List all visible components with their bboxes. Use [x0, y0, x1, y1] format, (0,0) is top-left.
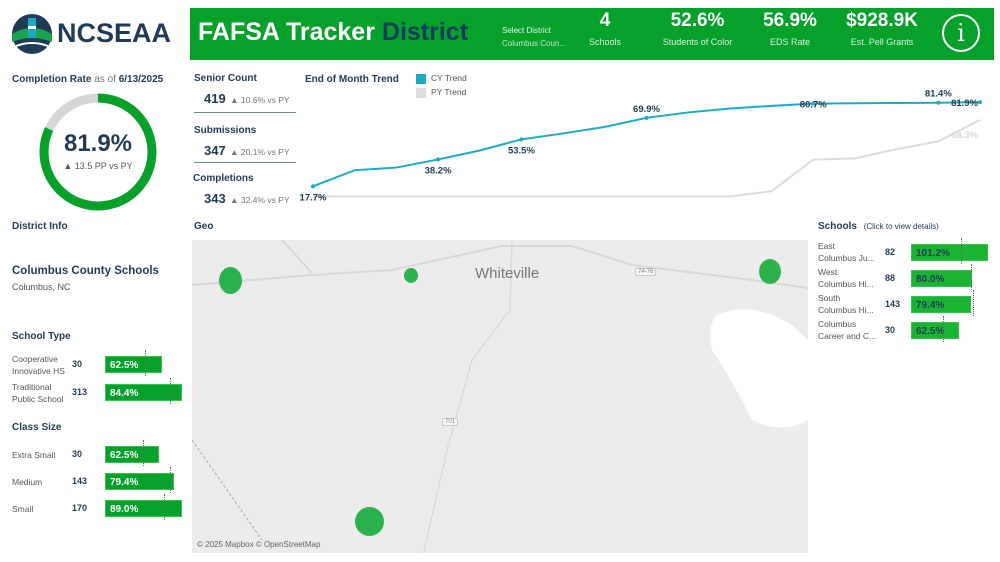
select-label: Select District [502, 26, 551, 35]
row-count: 313 [72, 387, 88, 397]
trend-point[interactable] [978, 100, 982, 105]
geo-map[interactable]: Whiteville 74-76 701 © 2025 Mapbox © Ope… [192, 240, 808, 553]
page-title: FAFSA Tracker District [198, 18, 469, 46]
geo-title: Geo [194, 221, 214, 232]
school-type-title: School Type [12, 331, 71, 342]
school-count: 30 [885, 325, 896, 335]
trend-legend: CY Trend PY Trend [416, 71, 467, 99]
completion-title: Completion Rate as of 6/13/2025 [12, 74, 164, 85]
py-reference-line [142, 440, 144, 466]
schools-title: Schools (Click to view details) [818, 221, 939, 232]
district-info-title: District Info [12, 221, 68, 232]
trend-point[interactable] [311, 184, 315, 189]
info-icon[interactable]: i [942, 14, 980, 52]
road-shield-701: 701 [442, 418, 459, 426]
trend-point[interactable] [936, 100, 941, 105]
district-name: Columbus County Schools [12, 265, 159, 277]
trend-point[interactable] [436, 157, 441, 162]
lighthouse-logo-icon [12, 14, 52, 54]
trend-data-label: 53.5% [508, 145, 535, 156]
map-attribution: © 2025 Mapbox © OpenStreetMap [197, 540, 321, 549]
py-trend-line [313, 119, 981, 198]
lake [710, 309, 808, 428]
school-label[interactable]: Columbus Career and C... [818, 319, 877, 341]
py-reference-line [971, 264, 973, 290]
stat-submissions: Submissions 347 ▲ 20.1% vs PY [194, 125, 296, 163]
school-marker[interactable] [404, 268, 418, 283]
completion-change: ▲ 13.5 PP vs PY [63, 161, 133, 171]
stat-completions: Completions 343 ▲ 32.4% vs PY [193, 173, 290, 206]
school-marker[interactable] [355, 507, 384, 536]
trend-title: End of Month Trend [305, 74, 399, 85]
row-label: Medium [12, 477, 43, 487]
trend-point[interactable] [644, 115, 649, 120]
py-reference-line [973, 290, 974, 316]
kpi-eds-rate: 56.9% EDS Rate [763, 10, 817, 47]
row-label: Cooperative Innovative HS [12, 354, 65, 376]
completion-bar[interactable]: 79.4% [105, 473, 174, 490]
trend-data-label: 68.3% [951, 130, 978, 141]
trend-data-label: 80.7% [800, 100, 827, 111]
kpi-schools: 4 Schools [588, 10, 622, 47]
completion-bar[interactable]: 84.4% [105, 384, 182, 401]
kpi-pell-grants: $928.9K Est. Pell Grants [846, 10, 918, 47]
school-count: 88 [885, 273, 896, 283]
map-roads [192, 240, 808, 553]
school-label[interactable]: West Columbus Hi... [818, 267, 874, 289]
trend-point[interactable] [519, 137, 524, 142]
py-reference-line [144, 350, 146, 376]
completion-bar[interactable]: 62.5% [105, 446, 160, 463]
trend-data-label: 81.4% [925, 89, 952, 100]
completion-donut [39, 93, 157, 211]
class-size-title: Class Size [12, 422, 62, 433]
py-reference-line [170, 467, 172, 493]
py-reference-line [960, 238, 962, 264]
py-reference-line [942, 316, 944, 342]
completion-arc [39, 93, 157, 211]
city-label-whiteville: Whiteville [475, 265, 540, 282]
trend-chart: 68.3% 17.7% 38.2% 53.5% 69.9% 80.7% 81.4%81.9% [300, 89, 982, 203]
kpi-students-of-color: 52.6% Students of Color [662, 10, 733, 47]
trend-data-label: 17.7% [300, 192, 327, 203]
school-bar[interactable]: 79.4% [911, 296, 972, 313]
select-value[interactable]: Columbus Coun... [502, 39, 567, 48]
row-count: 170 [72, 503, 88, 513]
ncseaa-logo: NCSEAA [10, 12, 190, 56]
row-count: 143 [72, 476, 88, 486]
completion-bar[interactable]: 89.0% [105, 500, 182, 517]
completion-bar[interactable]: 62.5% [105, 356, 163, 373]
header-bar [190, 8, 994, 60]
row-label: Traditional Public School [12, 382, 64, 404]
trend-data-label: 69.9% [633, 104, 660, 115]
school-marker[interactable] [219, 267, 242, 294]
completion-value: 81.9% [63, 130, 133, 157]
row-count: 30 [72, 359, 83, 369]
school-count: 143 [885, 299, 901, 309]
py-reference-line [170, 378, 172, 404]
school-bar[interactable]: 62.5% [911, 322, 959, 339]
district-select[interactable]: Select District Columbus Coun... [502, 24, 566, 50]
row-label: Extra Small [12, 450, 56, 460]
school-label[interactable]: East Columbus Ju... [818, 241, 875, 263]
row-label: Small [12, 504, 34, 514]
stat-senior-count: Senior Count 419 ▲ 10.6% vs PY [194, 73, 296, 113]
legend-cy: CY Trend [416, 71, 467, 85]
py-reference-line [164, 494, 165, 520]
school-marker[interactable] [759, 259, 781, 284]
logo-text: NCSEAA [57, 18, 172, 48]
row-count: 30 [72, 449, 83, 459]
trend-point[interactable] [811, 101, 816, 106]
legend-py: PY Trend [416, 85, 467, 99]
school-bar[interactable]: 80.0% [911, 270, 972, 287]
trend-data-label: 38.2% [425, 165, 452, 176]
school-count: 82 [885, 247, 896, 257]
trend-data-label: 81.9% [951, 98, 978, 109]
district-location: Columbus, NC [12, 282, 71, 292]
road-shield-74-76: 74-76 [635, 268, 657, 276]
school-bar[interactable]: 101.2% [911, 244, 988, 261]
school-label[interactable]: South Columbus Hi... [818, 293, 874, 315]
